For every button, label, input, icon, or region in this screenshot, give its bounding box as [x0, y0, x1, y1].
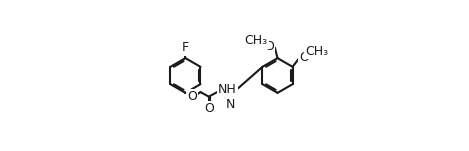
Text: O: O	[264, 40, 274, 53]
Text: NH: NH	[218, 83, 237, 96]
Text: N: N	[226, 98, 235, 111]
Text: O: O	[299, 50, 309, 64]
Text: O: O	[204, 102, 214, 115]
Text: O: O	[187, 90, 197, 103]
Text: CH₃: CH₃	[245, 34, 268, 47]
Text: F: F	[182, 41, 189, 54]
Text: CH₃: CH₃	[305, 45, 328, 58]
